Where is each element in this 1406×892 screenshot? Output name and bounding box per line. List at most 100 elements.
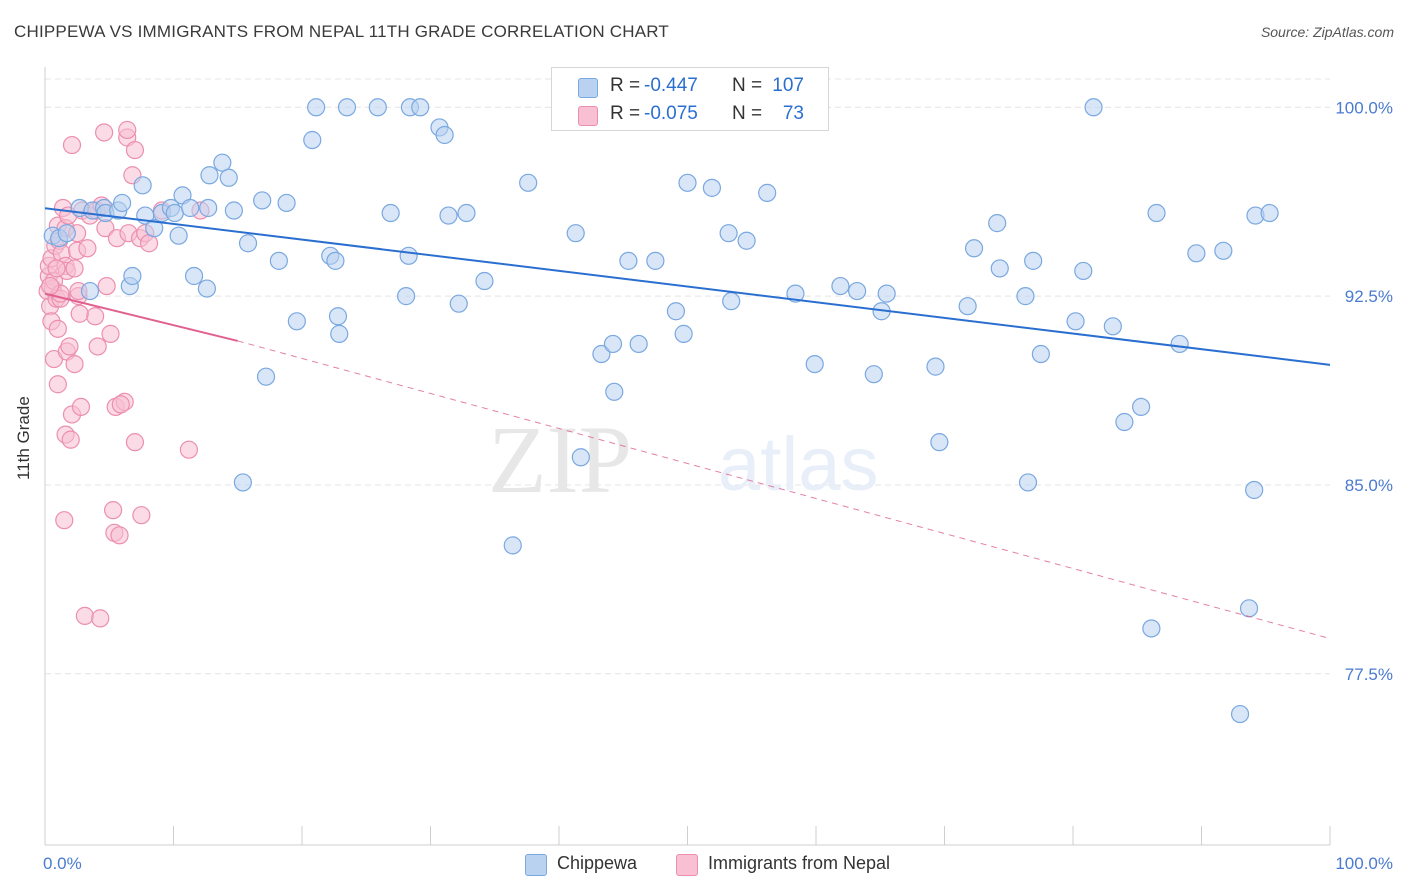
chippewa-point [1142, 619, 1161, 638]
watermark-zip: ZIP [488, 406, 632, 513]
nepal-point [48, 319, 67, 338]
nepal-trend-line [237, 340, 1331, 640]
nepal-point [78, 239, 97, 258]
chippewa-point [256, 367, 276, 386]
stats-row-chippewa: R = -0.447 N = 107 [552, 72, 828, 100]
chippewa-point [381, 203, 400, 223]
chippewa-point [1084, 98, 1103, 117]
chippewa-point [219, 168, 238, 187]
chippewa-point [457, 203, 476, 223]
y-tick-label: 92.5% [1345, 287, 1393, 306]
chippewa-point [1214, 241, 1233, 260]
chippewa-point [181, 198, 200, 218]
nepal-point [95, 123, 114, 142]
nepal-point [47, 259, 66, 278]
nepal-point [118, 120, 137, 140]
nepal-point [60, 337, 79, 356]
chart-title: CHIPPEWA VS IMMIGRANTS FROM NEPAL 11TH G… [14, 22, 670, 41]
chippewa-point [287, 312, 306, 331]
chippewa-point [1115, 412, 1134, 432]
chippewa-point [253, 191, 272, 210]
chippewa-point [930, 433, 949, 452]
chippewa-point [123, 266, 142, 286]
chippewa-point [1024, 251, 1043, 270]
y-tick-label: 77.5% [1345, 665, 1393, 684]
chippewa-point [926, 357, 945, 376]
nepal-point [71, 397, 91, 417]
chippewa-point [169, 226, 188, 245]
chippewa-trend-line [44, 207, 1331, 366]
x-tick-label: 100.0% [1335, 854, 1393, 873]
y-tick-label: 100.0% [1335, 98, 1393, 117]
chippewa-point [1132, 397, 1151, 417]
chippewa-point [964, 239, 984, 258]
nepal-point [55, 511, 74, 530]
chippewa-point [519, 173, 538, 192]
chippewa-point [184, 266, 204, 286]
chippewa-point [1066, 312, 1085, 331]
source-label: Source: ZipAtlas.com [1260, 24, 1394, 40]
chippewa-point [805, 355, 824, 374]
nepal-point [75, 606, 94, 625]
chippewa-point [1031, 344, 1050, 364]
chippewa-point [269, 251, 288, 270]
chippewa-point [848, 281, 867, 301]
chippewa-point [411, 98, 430, 117]
nepal-point [88, 337, 107, 356]
stats-row-nepal: R = -0.075 N = 73 [552, 100, 828, 128]
chippewa-point [646, 251, 665, 270]
chippewa-point [337, 98, 357, 117]
trend-lines [44, 207, 1331, 640]
chippewa-point [1147, 203, 1166, 223]
chippewa-point [1074, 261, 1093, 281]
n-label: N = [732, 75, 763, 96]
nepal-point [61, 430, 80, 449]
chippewa-point [990, 259, 1009, 278]
chippewa-point [666, 302, 686, 321]
legend-swatch-chippewa [525, 854, 547, 876]
chippewa-point [605, 382, 624, 401]
nepal-point [104, 501, 123, 520]
nepal-point [65, 355, 84, 374]
chippewa-point [629, 334, 648, 354]
chippewa-point [864, 365, 883, 384]
chippewa-point [368, 98, 387, 117]
nepal-point [125, 433, 145, 452]
chippewa-point [199, 198, 218, 218]
nepal-point [111, 395, 130, 414]
chippewa-point [1260, 203, 1279, 223]
chippewa-point [988, 214, 1007, 233]
chippewa-point [200, 166, 219, 185]
legend-label: Immigrants from Nepal [708, 853, 891, 873]
chippewa-point [719, 224, 738, 243]
r-label: R = [610, 103, 641, 124]
chippewa-point [1187, 244, 1206, 263]
chippewa-point [435, 125, 454, 145]
nepal-point [139, 234, 159, 253]
chippewa-point [1016, 287, 1035, 306]
chippewa-point [678, 173, 697, 192]
chippewa-point [133, 176, 152, 195]
chippewa-point [674, 324, 693, 343]
chippewa-point [571, 448, 590, 467]
chippewa-point [503, 536, 522, 555]
chippewa-point [831, 276, 850, 296]
legend-label: Chippewa [557, 853, 638, 873]
nepal-point [70, 304, 89, 323]
chippewa-point [57, 224, 76, 243]
nepal-point [179, 440, 199, 459]
nepal-point [97, 276, 116, 296]
chippewa-point [786, 284, 805, 303]
legend-swatch-nepal [676, 854, 698, 876]
chippewa-point [238, 234, 258, 253]
chippewa-point [326, 251, 345, 270]
chippewa-point [1245, 480, 1264, 500]
nepal-point [86, 307, 105, 326]
chippewa-point [737, 231, 756, 250]
watermark-atlas: atlas [718, 422, 879, 507]
chippewa-point [328, 307, 348, 326]
chippewa-point [145, 219, 164, 238]
nepal-point [41, 276, 60, 296]
chippewa-point [213, 153, 232, 172]
n-value: 107 [772, 75, 804, 96]
